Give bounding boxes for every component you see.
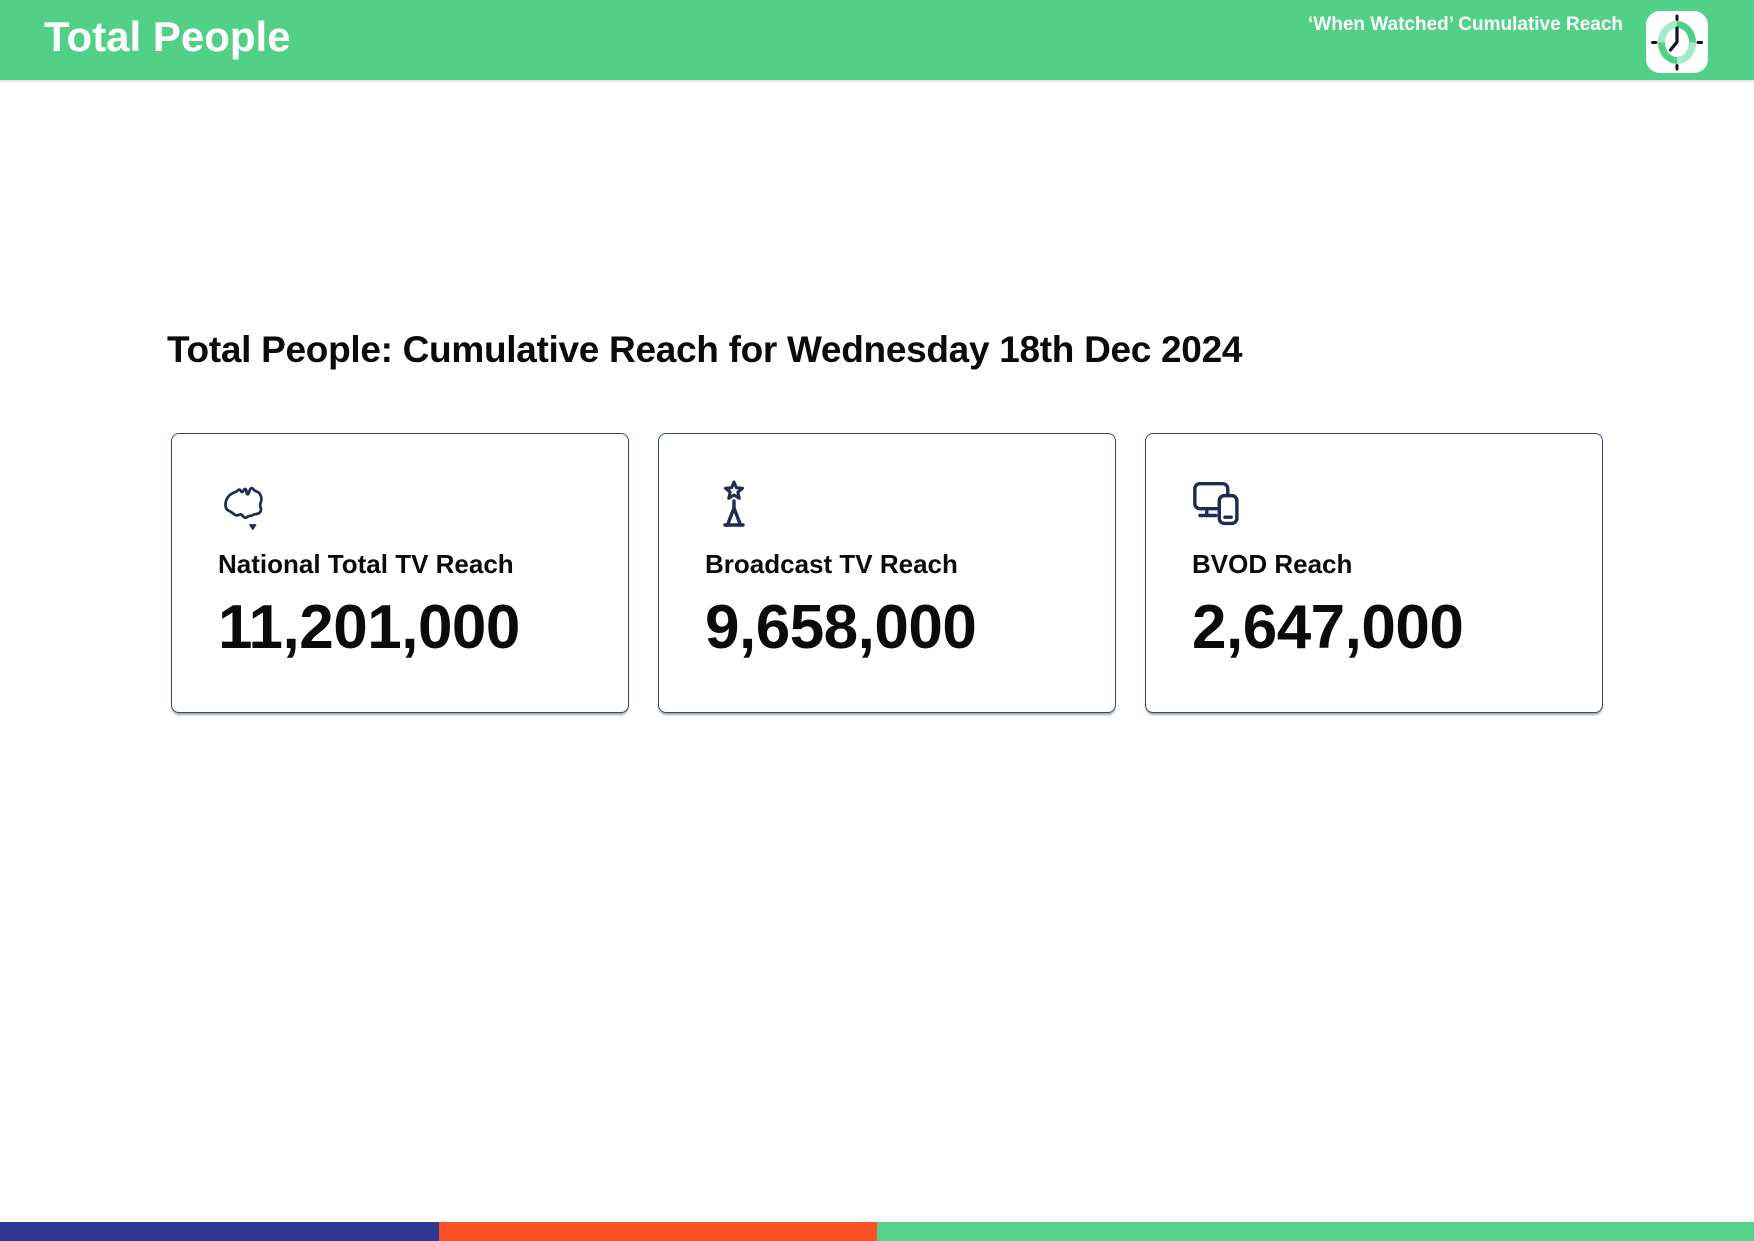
australia-map-icon — [218, 480, 588, 536]
kpi-value: 11,201,000 — [218, 593, 520, 662]
kpi-label: Broadcast TV Reach — [705, 549, 958, 579]
page-title: Total People — [44, 13, 291, 60]
kpi-card-national-total-tv-reach: National Total TV Reach 11,201,000 — [171, 433, 629, 713]
kpi-card-bvod-reach: BVOD Reach 2,647,000 — [1145, 433, 1603, 713]
footer-bar-segment-orange — [438, 1222, 877, 1241]
footer-accent-bar — [0, 1222, 1754, 1241]
kpi-value: 9,658,000 — [705, 593, 977, 662]
kpi-value: 2,647,000 — [1192, 593, 1464, 662]
kpi-label: National Total TV Reach — [218, 549, 514, 579]
footer-bar-segment-green — [877, 1222, 1754, 1241]
broadcast-tower-icon — [705, 480, 1075, 536]
kpi-card-broadcast-tv-reach: Broadcast TV Reach 9,658,000 — [658, 433, 1116, 713]
footer-bar-segment-blue — [0, 1222, 439, 1241]
tv-and-phone-icon — [1192, 480, 1562, 536]
clock-icon — [1646, 11, 1708, 73]
kpi-label: BVOD Reach — [1192, 549, 1353, 579]
header: Total People ‘When Watched’ Cumulative R… — [0, 0, 1754, 80]
kpi-cards: National Total TV Reach 11,201,000 Broad… — [171, 433, 1603, 713]
section-heading: Total People: Cumulative Reach for Wedne… — [167, 329, 1243, 370]
header-subtitle: ‘When Watched’ Cumulative Reach — [1308, 14, 1623, 35]
clock-icon-glyph — [1651, 14, 1703, 71]
